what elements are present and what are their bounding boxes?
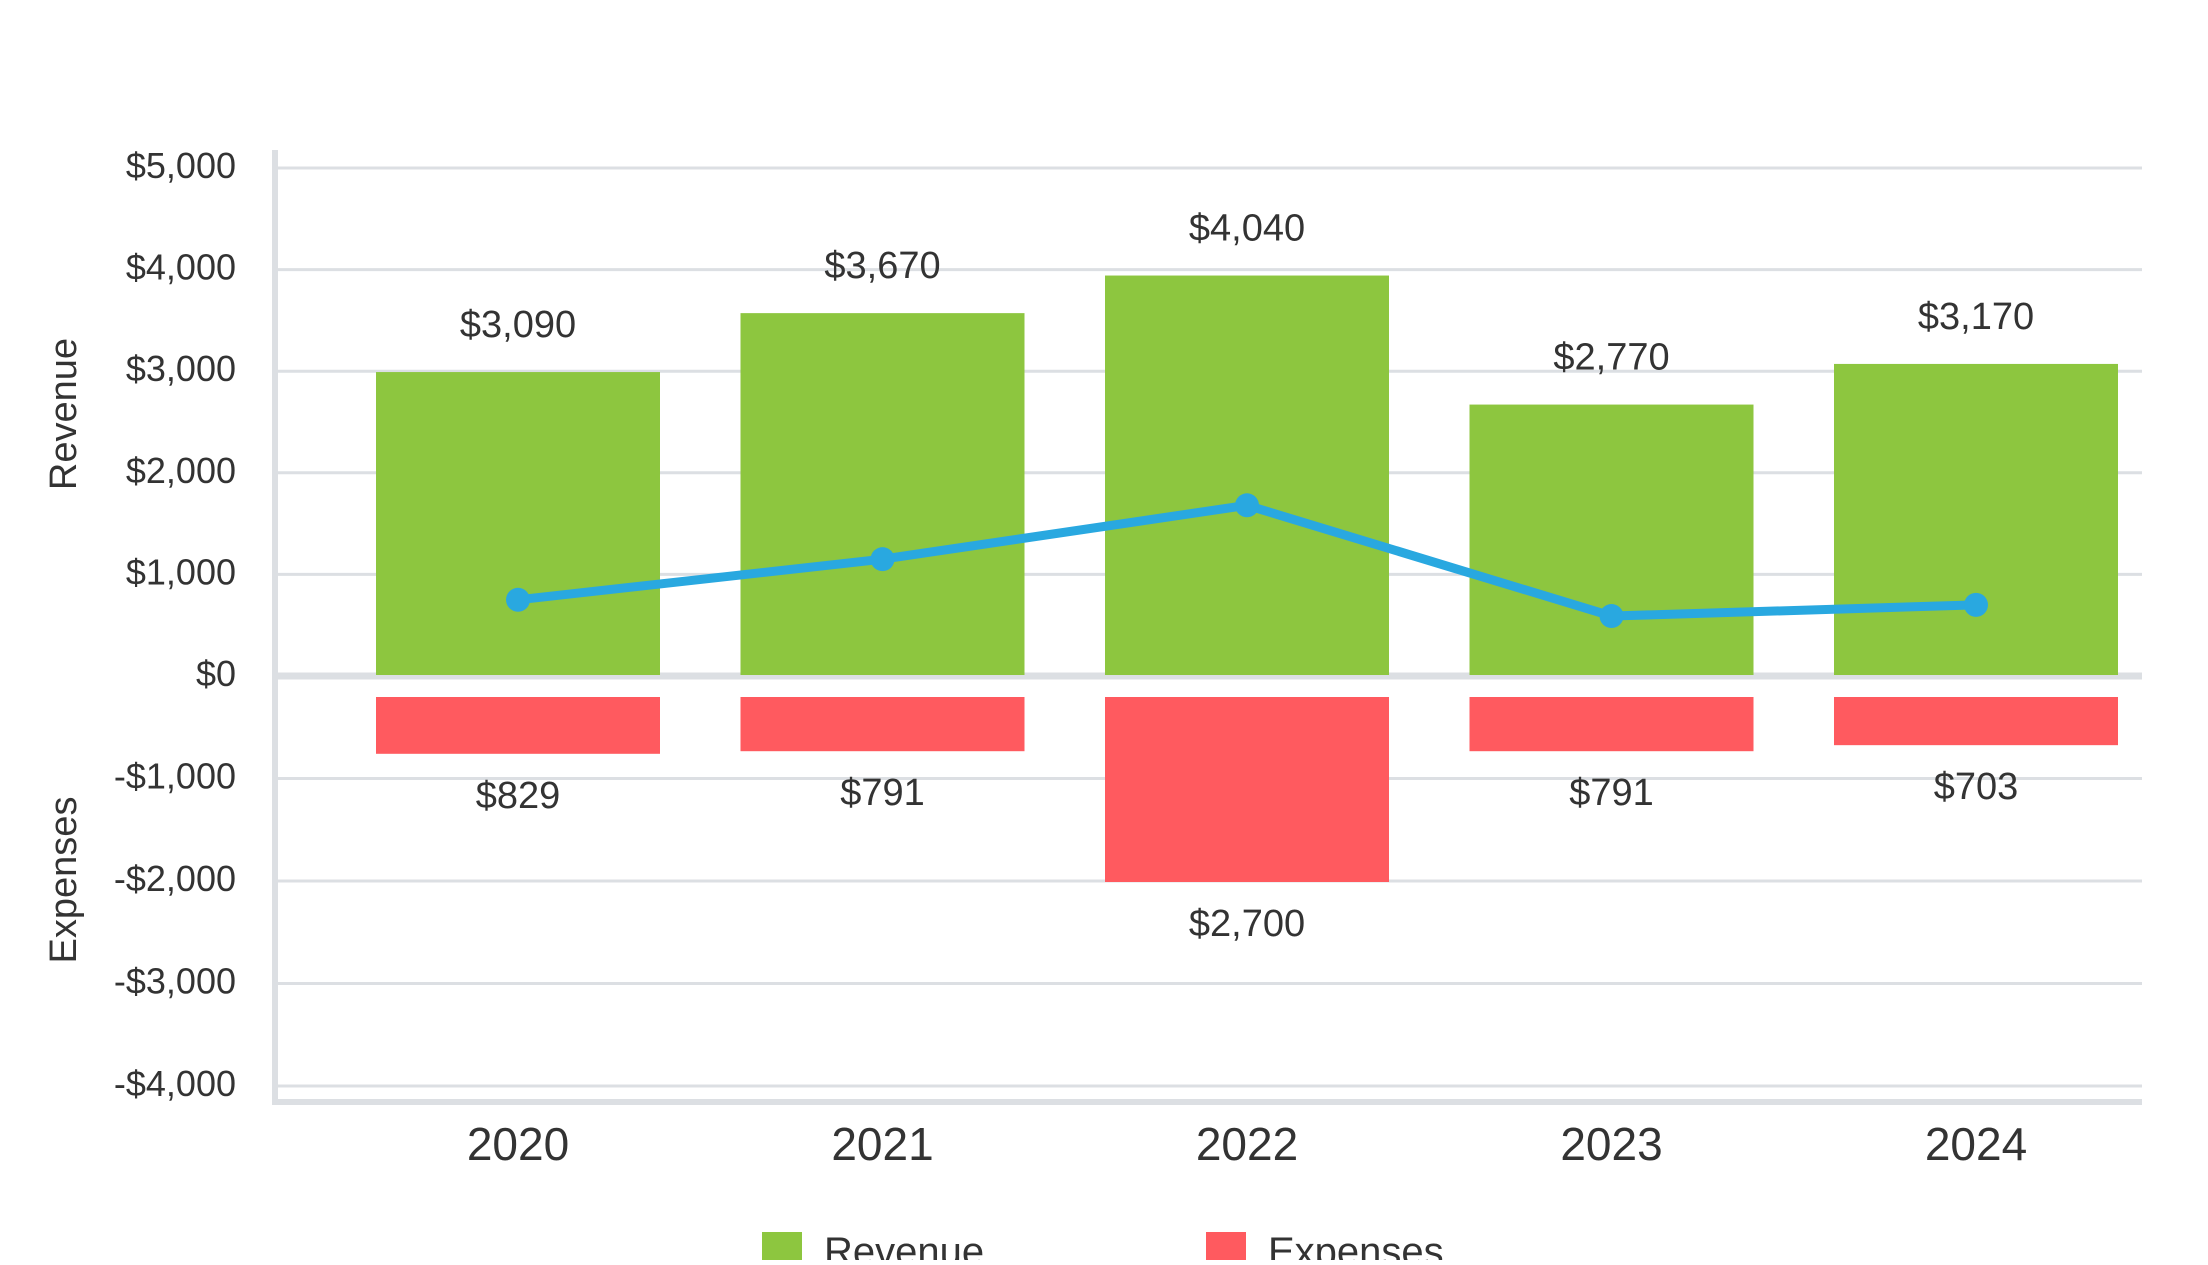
revenue-bar <box>1105 275 1389 675</box>
revenue-bar-label: $4,040 <box>1189 208 1305 250</box>
revenue-bar <box>740 313 1025 675</box>
y-tick-label: $1,000 <box>126 551 236 592</box>
y-axis-title-revenue: Revenue <box>43 338 85 490</box>
trend-line-point <box>1964 592 1988 617</box>
legend-label-expenses: Expenses <box>1268 1230 1444 1260</box>
y-tick-label: $0 <box>196 653 236 694</box>
y-tick-label: $2,000 <box>126 450 236 491</box>
legend-swatch-expenses <box>1206 1232 1246 1265</box>
y-tick-label: $5,000 <box>126 145 236 186</box>
data-labels: $3,090 $829 2020 $3,670 $791 2021 $4,040 $2,700… <box>460 208 2034 1170</box>
expense-bar <box>1834 697 2118 746</box>
x-tick-label: 2023 <box>1560 1118 1662 1170</box>
y-axis-title-expenses: Expenses <box>43 797 85 964</box>
trend-line-point <box>506 587 530 612</box>
y-tick-label: -$1,000 <box>114 756 236 797</box>
expense-bar <box>376 697 660 754</box>
expense-bar <box>740 697 1025 752</box>
y-tick-label: -$4,000 <box>114 1063 236 1104</box>
revenue-bar-label: $2,770 <box>1553 337 1669 379</box>
legend-swatch-revenue <box>762 1232 802 1265</box>
trend-line-point <box>1235 493 1259 518</box>
legend-label-revenue: Revenue <box>824 1230 984 1260</box>
revenue-bar-label: $3,170 <box>1918 296 2034 338</box>
y-tick-label: $3,000 <box>126 348 236 389</box>
trend-line <box>506 493 1988 629</box>
trend-line-point <box>870 547 895 572</box>
legend: Revenue Expenses <box>762 1230 1444 1265</box>
expense-bar-label: $791 <box>840 772 925 814</box>
x-tick-label: 2024 <box>1925 1118 2027 1170</box>
expense-bar-label: $791 <box>1569 772 1654 814</box>
bars <box>376 275 2118 882</box>
x-tick-label: 2021 <box>831 1118 933 1170</box>
axes: $5,000 $4,000 $3,000 $2,000 $1,000 $0 -$1,000 -… <box>43 145 2142 1105</box>
y-tick-label: -$3,000 <box>114 961 236 1002</box>
expense-bar <box>1105 697 1389 882</box>
revenue-bar-label: $3,670 <box>824 245 940 287</box>
y-tick-label: $4,000 <box>126 247 236 288</box>
expense-bar <box>1469 697 1754 752</box>
y-tick-label: -$2,000 <box>114 858 236 899</box>
revenue-bar <box>376 372 660 675</box>
expense-bar-label: $703 <box>1934 766 2019 808</box>
revenue-bar <box>1834 363 2118 675</box>
revenue-bar <box>1469 404 1754 675</box>
x-tick-label: 2020 <box>467 1118 569 1170</box>
revenue-bar-label: $3,090 <box>460 304 576 346</box>
x-tick-label: 2022 <box>1196 1118 1298 1170</box>
trend-line-point <box>1599 604 1624 629</box>
expense-bar-label: $2,700 <box>1189 903 1305 945</box>
expense-bar-label: $829 <box>476 775 561 817</box>
